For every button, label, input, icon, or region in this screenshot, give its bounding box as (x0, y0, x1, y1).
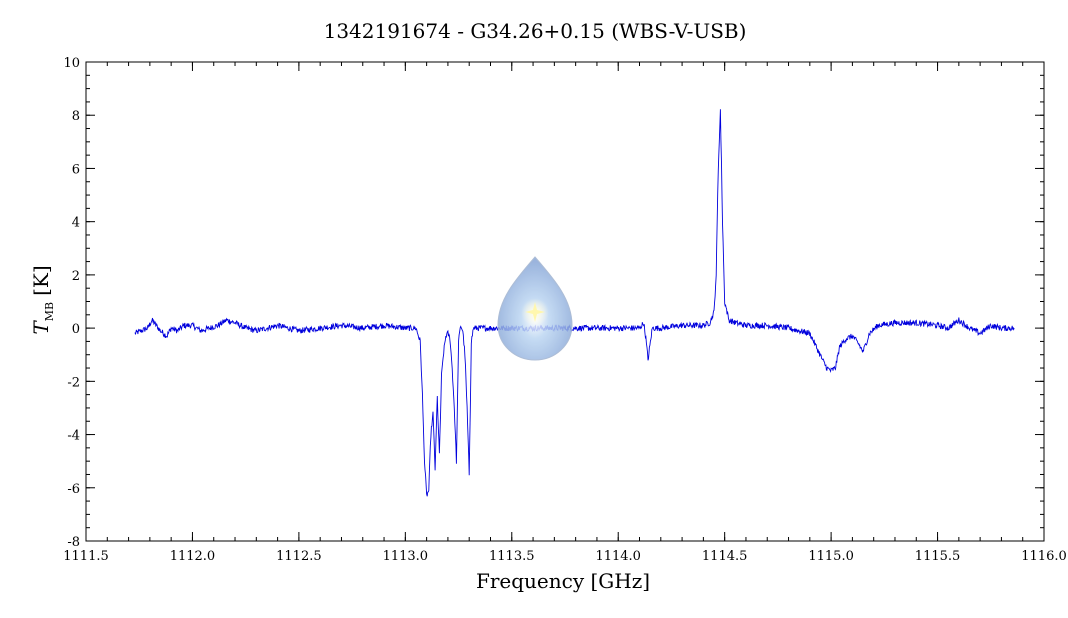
y-axis-symbol: T (29, 320, 53, 335)
y-tick-label: 0 (72, 322, 80, 337)
y-tick-label: 4 (72, 216, 80, 231)
x-tick-label: 1112.0 (170, 549, 216, 564)
x-tick-label: 1114.0 (595, 549, 641, 564)
y-axis-subscript: MB (43, 302, 56, 321)
y-axis-title: TMB [K] (29, 265, 56, 334)
y-tick-label: -8 (67, 535, 80, 550)
x-tick-label: 1113.5 (489, 549, 535, 564)
y-axis-unit: [K] (29, 265, 53, 296)
y-tick-label: 6 (72, 162, 80, 177)
axis-tick-labels: 1111.5 1112.0 1112.5 1113.0 1113.5 1114.0 1114… (63, 56, 1067, 564)
y-tick-label: -6 (67, 482, 80, 497)
y-tick-label: 8 (72, 109, 80, 124)
x-tick-label: 1111.5 (63, 549, 109, 564)
y-tick-label: 2 (72, 269, 80, 284)
x-tick-label: 1115.0 (808, 549, 854, 564)
y-tick-label: -4 (67, 429, 80, 444)
svg-text:TMB[K]: TMB [K] (29, 265, 56, 334)
y-tick-label: 10 (63, 56, 80, 71)
x-axis-title: Frequency [GHz] (476, 569, 650, 593)
series-line-0 (134, 109, 1015, 497)
axis-ticks (85, 61, 1045, 542)
x-tick-label: 1116.0 (1021, 549, 1067, 564)
x-tick-label: 1112.5 (276, 549, 322, 564)
x-tick-label: 1113.0 (383, 549, 429, 564)
droplet-logo-icon (497, 256, 573, 361)
x-tick-label: 1115.5 (915, 549, 961, 564)
series-group (134, 109, 1015, 497)
chart-title: 1342191674 - G34.26+0.15 (WBS-V-USB) (324, 19, 747, 43)
x-tick-label: 1114.5 (702, 549, 748, 564)
y-tick-label: -2 (67, 375, 80, 390)
